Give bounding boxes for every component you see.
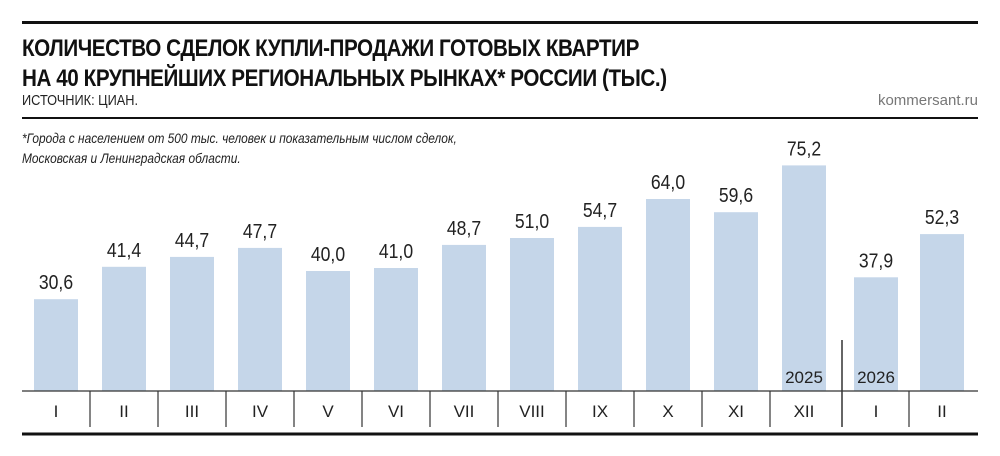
bar — [34, 299, 78, 391]
data-label: 40,0 — [311, 243, 345, 265]
header-rule — [22, 117, 978, 119]
bar — [714, 212, 758, 391]
x-tick-label: X — [662, 402, 673, 421]
x-tick-label: III — [185, 402, 199, 421]
x-tick-label: I — [874, 402, 879, 421]
data-label: 52,3 — [925, 206, 959, 228]
x-tick-label: VI — [388, 402, 404, 421]
x-tick-label: II — [119, 402, 128, 421]
footnote-line-1: *Города с населением от 500 тыс. человек… — [22, 130, 457, 146]
data-label: 30,6 — [39, 271, 73, 293]
title-line-2: НА 40 КРУПНЕЙШИХ РЕГИОНАЛЬНЫХ РЫНКАХ* РО… — [22, 65, 667, 92]
x-tick-label: IX — [592, 402, 608, 421]
data-label: 48,7 — [447, 217, 481, 239]
bar — [646, 199, 690, 391]
year-label: 2025 — [785, 368, 823, 387]
site-label: kommersant.ru — [877, 92, 978, 109]
bar — [920, 234, 964, 391]
x-tick-label: VII — [454, 402, 475, 421]
data-label: 75,2 — [787, 137, 821, 159]
data-label: 41,4 — [107, 239, 141, 261]
data-label: 59,6 — [719, 184, 753, 206]
data-label: 54,7 — [583, 199, 617, 221]
x-tick-label: VIII — [519, 402, 545, 421]
x-tick-label: I — [54, 402, 59, 421]
data-label: 41,0 — [379, 240, 413, 262]
data-label: 64,0 — [651, 171, 685, 193]
bar — [854, 277, 898, 391]
footnote-line-2: Московская и Ленинградская области. — [22, 150, 241, 166]
year-label: 2026 — [857, 368, 895, 387]
data-label: 37,9 — [859, 249, 893, 271]
bar — [578, 226, 622, 391]
bar — [238, 247, 282, 391]
top-rule — [22, 21, 978, 24]
footnote: *Города с населением от 500 тыс. человек… — [22, 128, 457, 168]
data-label: 44,7 — [175, 229, 209, 251]
bar — [374, 268, 418, 391]
x-tick-label: V — [322, 402, 334, 421]
data-label: 47,7 — [243, 220, 277, 242]
bar — [102, 266, 146, 391]
bar — [306, 271, 350, 391]
bar — [782, 165, 826, 391]
source-label: ИСТОЧНИК: ЦИАН. — [22, 92, 139, 109]
bar — [170, 256, 214, 391]
title-line-1: КОЛИЧЕСТВО СДЕЛОК КУПЛИ-ПРОДАЖИ ГОТОВЫХ … — [22, 35, 639, 62]
x-tick-label: XI — [728, 402, 744, 421]
chart-title: КОЛИЧЕСТВО СДЕЛОК КУПЛИ-ПРОДАЖИ ГОТОВЫХ … — [22, 34, 667, 94]
x-tick-label: XII — [794, 402, 815, 421]
x-tick-label: IV — [252, 402, 269, 421]
x-tick-label: II — [937, 402, 946, 421]
bar — [510, 238, 554, 391]
data-label: 51,0 — [515, 210, 549, 232]
bar — [442, 244, 486, 391]
